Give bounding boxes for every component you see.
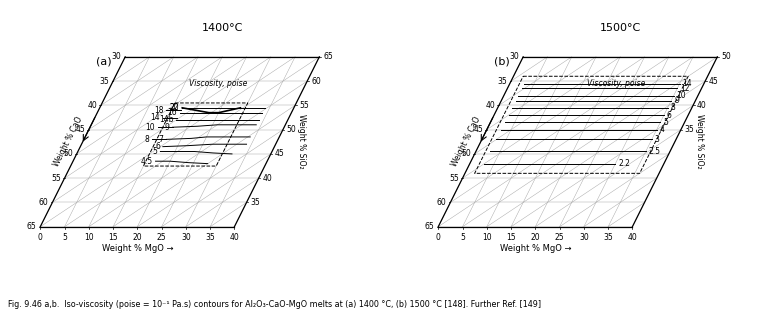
Text: 2.2: 2.2 [618,159,630,168]
Text: 14: 14 [150,113,160,122]
Text: 35: 35 [99,77,110,85]
Text: 10: 10 [482,232,492,241]
Text: 5: 5 [460,232,465,241]
Text: 50: 50 [287,125,297,134]
Text: Weight % SiO₂: Weight % SiO₂ [297,115,305,169]
Text: 45: 45 [75,125,85,134]
Text: 1500°C: 1500°C [600,22,641,32]
Text: 35: 35 [603,232,613,241]
Text: 30: 30 [181,232,190,241]
Text: 45: 45 [473,125,483,134]
Text: 18: 18 [154,106,163,115]
Text: 10: 10 [84,232,93,241]
Text: 14b: 14b [159,115,173,124]
Text: 35: 35 [250,198,260,207]
Text: 20: 20 [133,232,142,241]
Text: 4: 4 [660,125,664,134]
Text: 45: 45 [275,149,284,158]
Text: 30: 30 [579,232,589,241]
Text: 35: 35 [497,77,507,85]
Text: 20: 20 [531,232,540,241]
Text: 4.5: 4.5 [141,157,152,166]
Text: 25: 25 [157,232,166,241]
Text: 10: 10 [145,123,155,132]
Text: 65: 65 [424,222,434,231]
Text: 15: 15 [108,232,118,241]
Text: Weight % MgO →: Weight % MgO → [500,244,571,253]
Text: (a): (a) [96,57,112,67]
Text: 40: 40 [697,101,706,110]
Text: Weight % MgO →: Weight % MgO → [102,244,173,253]
Text: 8: 8 [671,103,675,112]
Text: 8: 8 [145,135,149,144]
Text: 30: 30 [112,52,121,61]
Text: 15: 15 [507,232,516,241]
Text: 60: 60 [39,198,48,207]
Text: Viscosity, poise: Viscosity, poise [190,79,248,88]
Text: 6: 6 [155,142,160,151]
Text: Weight % CaO: Weight % CaO [450,115,483,168]
Text: 55: 55 [299,101,308,110]
Text: 40: 40 [263,174,272,183]
Text: 10: 10 [677,91,686,100]
Text: 9: 9 [674,96,679,105]
Text: 6: 6 [667,110,671,119]
Text: 30: 30 [510,52,519,61]
Text: 65: 65 [323,52,333,61]
Text: 55: 55 [51,174,61,183]
Text: (b): (b) [494,57,510,67]
Text: 2.5: 2.5 [649,147,660,156]
Text: 22: 22 [170,103,179,112]
Text: 35: 35 [685,125,695,134]
Text: 50: 50 [63,149,73,158]
Text: 3: 3 [655,135,660,144]
Text: 55: 55 [449,174,458,183]
Text: 5: 5 [152,147,158,156]
Text: 12: 12 [680,84,690,93]
Text: 60: 60 [437,198,447,207]
Text: 40: 40 [87,101,97,110]
Text: 60: 60 [311,77,321,85]
Text: 7: 7 [159,135,163,144]
Text: Fig. 9.46 a,b.  Iso-viscosity (poise = 10⁻¹ Pa.s) contours for Al₂O₃-CaO-MgO mel: Fig. 9.46 a,b. Iso-viscosity (poise = 10… [8,300,541,309]
Text: 9: 9 [165,123,169,132]
Text: 40: 40 [229,232,239,241]
Text: 40: 40 [486,101,495,110]
Text: Weight % CaO: Weight % CaO [52,115,85,168]
Text: 1400°C: 1400°C [201,22,243,32]
Text: 20: 20 [169,103,179,112]
Text: 35: 35 [205,232,215,241]
Text: 50: 50 [721,52,731,61]
Text: 50: 50 [461,149,471,158]
Text: 14: 14 [683,79,692,88]
Text: 40: 40 [628,232,637,241]
Text: 0: 0 [38,232,43,241]
Text: 16: 16 [167,108,177,117]
Text: Viscosity, poise: Viscosity, poise [587,79,646,88]
Text: 0: 0 [436,232,441,241]
Text: 45: 45 [709,77,719,85]
Text: 5: 5 [62,232,67,241]
Text: 25: 25 [555,232,564,241]
Text: 5: 5 [664,118,668,127]
Text: Weight % SiO₂: Weight % SiO₂ [695,115,704,169]
Text: 65: 65 [26,222,37,231]
